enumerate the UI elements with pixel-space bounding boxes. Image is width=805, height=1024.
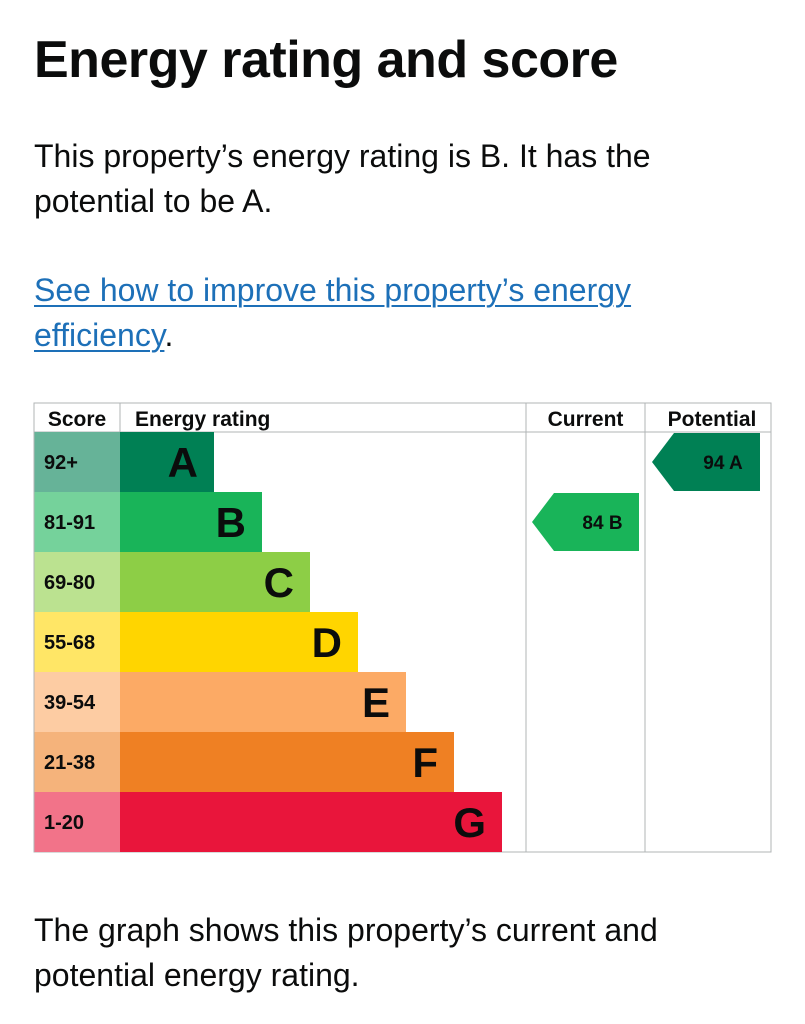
score-cell-g [34,792,120,852]
rating-bar-d [120,612,358,672]
energy-rating-chart: Score Energy rating Current Potential 92+ A 81… [33,402,772,853]
graph-description: The graph shows this property’s current … [34,912,658,993]
score-range-g: 1-20 [44,812,84,834]
energy-rating-column-header: Energy rating [135,408,270,431]
rating-bar-e [120,672,406,732]
current-arrow [532,493,639,551]
potential-column-header: Potential [668,408,757,431]
improve-efficiency-link[interactable]: See how to improve this property’s energ… [34,272,632,353]
page-title: Energy rating and score [34,31,618,89]
rating-letter-a: A [168,439,198,486]
score-cell-d [34,612,120,672]
rating-letter-b: B [216,499,246,546]
rating-bar-a [120,432,214,492]
improve-link-paragraph: See how to improve this property’s energ… [34,268,774,358]
rating-letter-c: C [264,559,294,606]
rating-bar-g [120,792,502,852]
score-cell-f [34,732,120,792]
score-cell-b [34,492,120,552]
rating-letter-d: D [312,619,342,666]
score-cell-a [34,432,120,492]
potential-arrow [652,433,760,491]
score-column-header: Score [48,408,106,431]
score-range-d: 55-68 [44,632,95,654]
rating-letter-g: G [453,799,486,846]
link-trailing-period: . [164,317,174,353]
score-cell-c [34,552,120,612]
score-range-f: 21-38 [44,752,95,774]
current-rating-label: 84 B [582,513,622,534]
score-range-a: 92+ [44,452,78,474]
potential-rating-label: 94 A [703,453,743,474]
rating-bar-f [120,732,454,792]
rating-letter-f: F [412,739,438,786]
current-column-header: Current [548,408,624,431]
rating-letter-e: E [362,679,390,726]
score-cell-e [34,672,120,732]
score-range-b: 81-91 [44,512,95,534]
score-range-e: 39-54 [44,692,96,714]
rating-bar-c [120,552,310,612]
rating-bar-b [120,492,262,552]
score-range-c: 69-80 [44,572,95,594]
rating-summary-text: This property’s energy rating is B. It h… [34,138,651,219]
